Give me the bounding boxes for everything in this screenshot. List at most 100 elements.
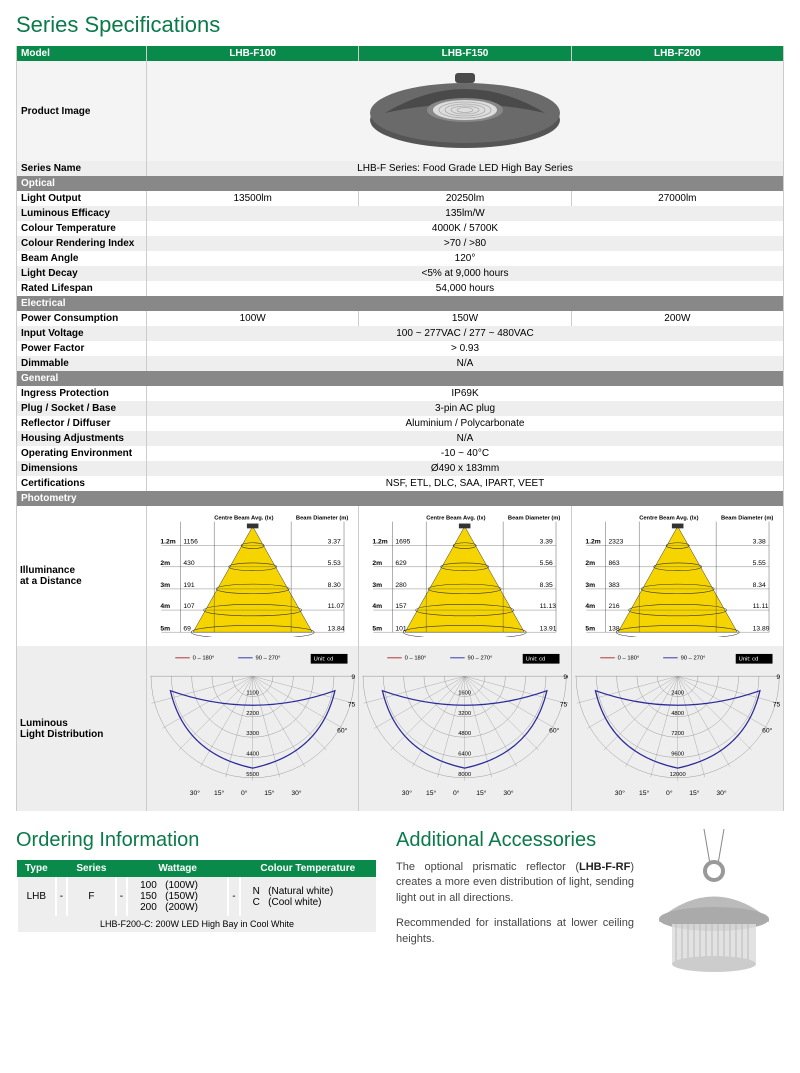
svg-text:30°: 30°	[504, 789, 515, 797]
order-hdr-6: Colour Temperature	[240, 860, 376, 877]
svg-text:11.13: 11.13	[540, 603, 557, 610]
row-illum-label: Illuminance at a Distance	[17, 506, 147, 646]
svg-text:60°: 60°	[337, 726, 348, 734]
order-hdr-2: Series	[67, 860, 116, 877]
svg-text:863: 863	[608, 560, 619, 567]
svg-text:75°: 75°	[348, 701, 356, 709]
section-photometry: Photometry	[17, 491, 784, 506]
svg-text:383: 383	[608, 582, 619, 589]
row-adj-val: N/A	[147, 431, 784, 446]
svg-text:0°: 0°	[453, 789, 460, 797]
svg-text:5.56: 5.56	[540, 560, 553, 567]
svg-text:1695: 1695	[396, 539, 411, 546]
highbay-product-icon	[355, 65, 575, 155]
svg-text:30°: 30°	[190, 789, 201, 797]
spec-table: Model LHB-F100 LHB-F150 LHB-F200 Product…	[16, 46, 784, 811]
svg-text:Centre Beam Avg. (lx): Centre Beam Avg. (lx)	[214, 516, 273, 522]
order-dash1: -	[56, 877, 67, 916]
svg-text:430: 430	[183, 560, 194, 567]
svg-text:12000: 12000	[669, 772, 685, 778]
svg-text:69: 69	[183, 625, 191, 632]
row-lumdist-label: Luminous Light Distribution	[17, 646, 147, 811]
row-cert-val: NSF, ETL, DLC, SAA, IPART, VEET	[147, 476, 784, 491]
row-volt-val: 100 ~ 277VAC / 277 ~ 480VAC	[147, 326, 784, 341]
svg-text:Beam Diameter (m): Beam Diameter (m)	[296, 516, 348, 522]
svg-text:4800: 4800	[459, 731, 472, 737]
svg-text:30°: 30°	[291, 789, 302, 797]
svg-text:15°: 15°	[214, 789, 225, 797]
hdr-model: Model	[17, 46, 147, 61]
svg-text:9600: 9600	[671, 752, 684, 758]
accessory-image	[644, 829, 784, 982]
row-volt-label: Input Voltage	[17, 326, 147, 341]
svg-text:1.2m: 1.2m	[160, 539, 175, 546]
svg-text:101: 101	[396, 625, 407, 632]
svg-text:Beam Diameter (m): Beam Diameter (m)	[721, 516, 773, 522]
svg-text:629: 629	[396, 560, 407, 567]
svg-text:3300: 3300	[246, 731, 259, 737]
order-hdr-3	[116, 860, 127, 877]
order-hdr-0: Type	[17, 860, 56, 877]
row-prodimg-label: Product Image	[17, 61, 147, 161]
row-plug-val: 3-pin AC plug	[147, 401, 784, 416]
svg-text:2m: 2m	[585, 560, 595, 567]
order-hdr-5	[228, 860, 239, 877]
cell-lo-3: 27000lm	[571, 191, 783, 206]
row-beam-label: Beam Angle	[17, 251, 147, 266]
svg-text:90 – 270°: 90 – 270°	[680, 656, 705, 662]
row-decay-label: Light Decay	[17, 266, 147, 281]
row-cri-label: Colour Rendering Index	[17, 236, 147, 251]
photo-cell-1: Centre Beam Avg. (lx) Beam Diameter (m) …	[147, 506, 359, 646]
svg-text:2m: 2m	[160, 560, 170, 567]
svg-text:8.35: 8.35	[540, 582, 553, 589]
svg-text:3m: 3m	[160, 582, 170, 589]
polar-cell-3: 0 – 180°90 – 270°Unit: cd240048007200960…	[571, 646, 783, 811]
svg-text:4m: 4m	[373, 603, 383, 610]
svg-text:3.37: 3.37	[328, 539, 341, 546]
order-series: F	[67, 877, 116, 916]
row-ip-val: IP69K	[147, 386, 784, 401]
order-type: LHB	[17, 877, 56, 916]
svg-text:216: 216	[608, 603, 619, 610]
row-series-val: LHB-F Series: Food Grade LED High Bay Se…	[147, 161, 784, 176]
svg-text:60°: 60°	[762, 726, 773, 734]
svg-text:15°: 15°	[477, 789, 488, 797]
cell-pw-2: 150W	[359, 311, 571, 326]
svg-text:Unit: cd: Unit: cd	[526, 657, 546, 663]
row-cert-label: Certifications	[17, 476, 147, 491]
accessory-desc: The optional prismatic reflector (LHB-F-…	[396, 860, 634, 906]
order-watt: 100 (100W) 150 (150W) 200 (200W)	[127, 877, 228, 916]
order-ct: N (Natural white) C (Cool white)	[240, 877, 376, 916]
svg-text:280: 280	[396, 582, 407, 589]
svg-text:Centre Beam Avg. (lx): Centre Beam Avg. (lx)	[427, 516, 486, 522]
order-hdr-4: Wattage	[127, 860, 228, 877]
row-ip-label: Ingress Protection	[17, 386, 147, 401]
svg-text:1156: 1156	[183, 539, 198, 546]
svg-text:5m: 5m	[160, 625, 170, 632]
row-ct-val: 4000K / 5700K	[147, 221, 784, 236]
polar-cell-1: 0 – 180°90 – 270°Unit: cd110022003300440…	[147, 646, 359, 811]
specs-title: Series Specifications	[16, 12, 784, 38]
svg-text:30°: 30°	[716, 789, 727, 797]
section-general: General	[17, 371, 784, 386]
row-lumeff-val: 135lm/W	[147, 206, 784, 221]
row-dims-val: Ø490 x 183mm	[147, 461, 784, 476]
svg-text:2323: 2323	[608, 539, 623, 546]
row-env-label: Operating Environment	[17, 446, 147, 461]
svg-text:2400: 2400	[671, 691, 684, 697]
svg-text:0 – 180°: 0 – 180°	[405, 656, 427, 662]
svg-text:4m: 4m	[585, 603, 595, 610]
row-refl-label: Reflector / Diffuser	[17, 416, 147, 431]
ordering-title: Ordering Information	[16, 829, 376, 852]
hdr-m1: LHB-F100	[147, 46, 359, 61]
row-series-label: Series Name	[17, 161, 147, 176]
cell-lo-1: 13500lm	[147, 191, 359, 206]
accessories-title: Additional Accessories	[396, 829, 634, 852]
svg-text:8000: 8000	[459, 772, 472, 778]
row-ct-label: Colour Temperature	[17, 221, 147, 236]
svg-text:13.89: 13.89	[752, 625, 769, 632]
polar-cell-2: 0 – 180°90 – 270°Unit: cd160032004800640…	[359, 646, 571, 811]
svg-text:4400: 4400	[246, 752, 259, 758]
svg-text:Unit: cd: Unit: cd	[738, 657, 758, 663]
svg-text:75°: 75°	[560, 701, 568, 709]
